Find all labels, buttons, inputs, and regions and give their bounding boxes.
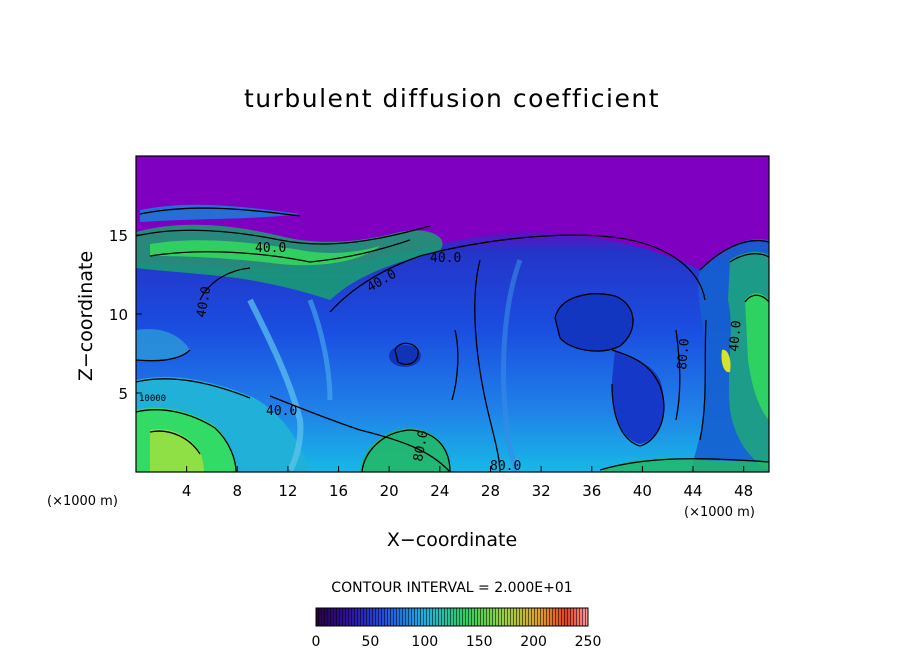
- x-tick-label: 44: [683, 482, 702, 500]
- field-image: [136, 156, 769, 472]
- contour-label: 80.0: [411, 429, 431, 462]
- y-axis-label: Z−coordinate: [75, 251, 97, 381]
- contour-label-group: 40.0 40.0 40.0 40.0 40.0 80.0 80.0 80.0 …: [139, 241, 745, 474]
- colorbar: 0 50 100 150 200 250: [312, 607, 602, 650]
- colorbar-ticks: 0 50 100 150 200 250: [312, 634, 602, 650]
- colorbar-lines: [316, 608, 588, 626]
- colorbar-tick-label: 0: [312, 634, 321, 650]
- contour-label: 40.0: [727, 320, 745, 353]
- y-axis: 5 10 15: [109, 227, 142, 403]
- x-tick-label: 24: [430, 482, 449, 500]
- colorbar-frame: [315, 607, 589, 627]
- colorbar-tick-label: 250: [575, 634, 602, 650]
- x-tick-label: 48: [734, 482, 753, 500]
- contour-interval: CONTOUR INTERVAL = 2.000E+01: [331, 580, 572, 596]
- x-tick-label: 4: [182, 482, 192, 500]
- colorbar-tick-label: 100: [411, 634, 438, 650]
- contour-lines: [136, 207, 769, 472]
- contour-label: 40.0: [430, 251, 461, 266]
- x-unit-left: (×1000 m): [47, 494, 118, 509]
- contour-label: 40.0: [255, 241, 286, 256]
- x-tick-label: 20: [380, 482, 399, 500]
- contour-label: 80.0: [490, 459, 521, 474]
- contour-label: 40.0: [194, 285, 214, 318]
- x-axis: 4 8 12 16 20 24 28 32 36 40 44 48: [182, 466, 753, 500]
- x-axis-label: X−coordinate: [387, 529, 517, 551]
- x-unit-right: (×1000 m): [684, 505, 755, 520]
- colorbar-tick-label: 200: [520, 634, 547, 650]
- colorbar-tick-label: 150: [466, 634, 493, 650]
- x-tick-label: 8: [233, 482, 243, 500]
- colorbar-tick-label: 50: [361, 634, 379, 650]
- y-tick-label: 15: [109, 227, 128, 245]
- x-tick-label: 16: [329, 482, 348, 500]
- x-tick-label: 36: [582, 482, 601, 500]
- x-tick-label: 28: [481, 482, 500, 500]
- chart-title: turbulent diffusion coefficient: [243, 84, 661, 113]
- contour-label: 80.0: [675, 338, 693, 371]
- y-tick-label: 5: [118, 385, 128, 403]
- x-tick-label: 32: [532, 482, 551, 500]
- y-tick-label: 10: [109, 306, 128, 324]
- contour-label: 40.0: [266, 404, 297, 419]
- x-tick-label: 40: [633, 482, 652, 500]
- contour-label: 10000: [139, 394, 166, 404]
- x-tick-label: 12: [278, 482, 297, 500]
